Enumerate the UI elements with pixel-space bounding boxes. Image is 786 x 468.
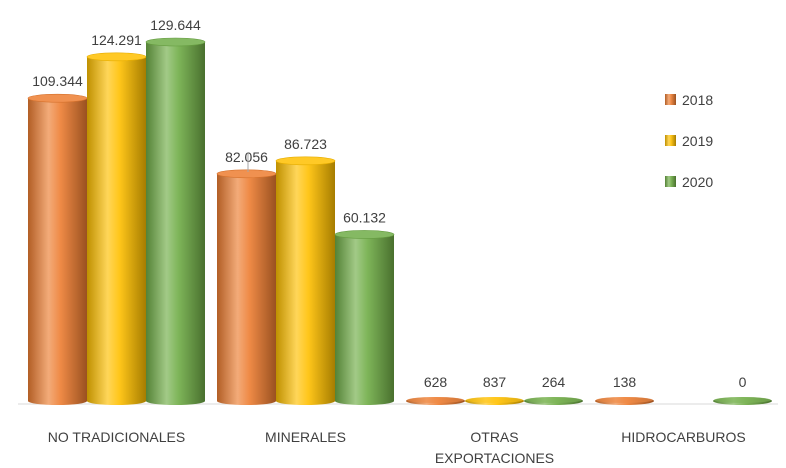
category-label-2: EXPORTACIONES	[435, 450, 554, 466]
bar-2020-2	[524, 397, 583, 405]
category-label-0: NO TRADICIONALES	[48, 429, 185, 445]
category-label-2: OTRAS	[470, 429, 518, 445]
legend-swatch	[665, 94, 676, 105]
bar-2018-1	[216, 169, 277, 405]
data-label-2018-0: 109.344	[32, 73, 83, 89]
data-label-2020-3: 0	[739, 374, 747, 390]
legend-item-2018: 2018	[665, 92, 713, 108]
legend-swatch	[665, 176, 676, 187]
bar-2019-2	[465, 397, 524, 405]
category-label-3: HIDROCARBUROS	[621, 429, 745, 445]
legend-label: 2020	[682, 174, 713, 190]
data-label-2018-1: 82.056	[225, 149, 268, 165]
bar-2018-3	[595, 397, 654, 405]
data-label-2020-2: 264	[542, 374, 566, 390]
legend-item-2020: 2020	[665, 174, 713, 190]
bar-2019-1	[275, 156, 336, 405]
legend-item-2019: 2019	[665, 133, 713, 149]
data-label-2018-3: 138	[613, 374, 637, 390]
data-label-2019-2: 837	[483, 374, 507, 390]
bar-2020-3	[713, 397, 772, 405]
legend-swatch	[665, 135, 676, 146]
data-label-2020-1: 60.132	[343, 209, 386, 225]
data-label-2018-2: 628	[424, 374, 448, 390]
bar-2020-1	[334, 230, 395, 405]
bar-2018-0	[27, 93, 88, 405]
data-label-2020-0: 129.644	[150, 17, 201, 33]
data-label-2019-0: 124.291	[91, 32, 142, 48]
bar-2018-2	[406, 397, 465, 405]
category-label-1: MINERALES	[265, 429, 346, 445]
bar-2019-0	[86, 52, 147, 405]
legend-label: 2018	[682, 92, 713, 108]
legend-label: 2019	[682, 133, 713, 149]
bar-2020-0	[145, 37, 206, 405]
data-label-2019-1: 86.723	[284, 136, 327, 152]
